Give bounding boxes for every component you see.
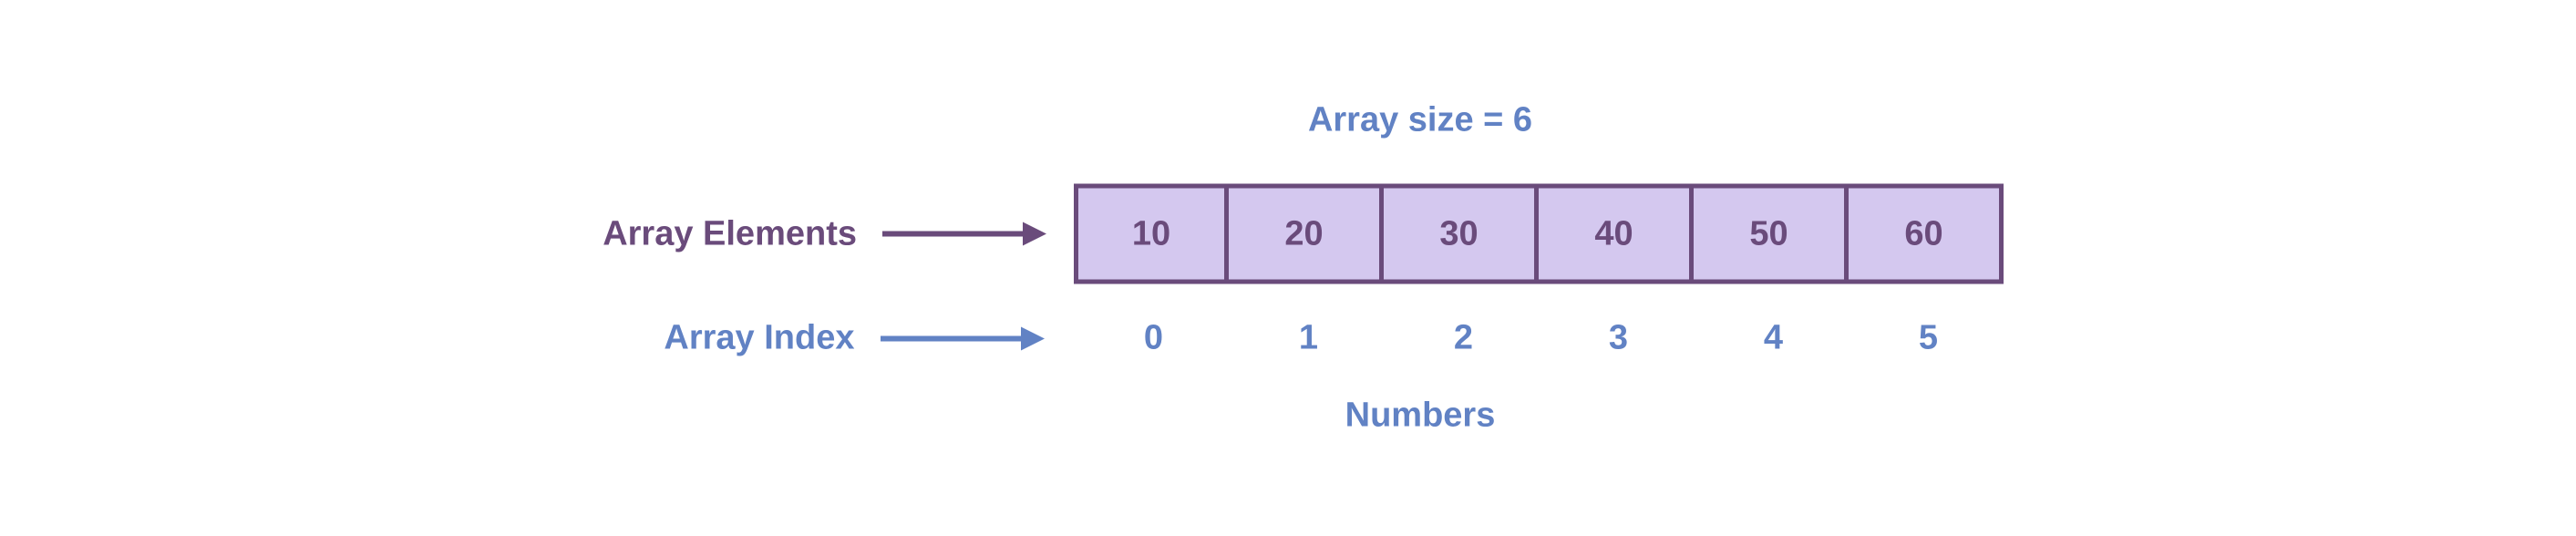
elements-label-block: Array Elements <box>572 214 1046 253</box>
array-diagram: Array size = 6 Array Elements 1020304050… <box>0 101 2576 436</box>
array-index-cell: 2 <box>1386 319 1541 358</box>
array-index-cell: 5 <box>1851 319 2006 358</box>
array-size-title: Array size = 6 <box>132 101 2576 140</box>
index-row: Array Index 012345 <box>0 319 2576 358</box>
array-index-cell: 1 <box>1231 319 1386 358</box>
array-index-cell: 3 <box>1541 319 1696 358</box>
array-index-cell: 4 <box>1696 319 1851 358</box>
arrow-right-icon <box>881 320 1045 356</box>
numbers-label: Numbers <box>132 397 2576 436</box>
array-cell: 10 <box>1074 184 1229 284</box>
array-index-cell: 0 <box>1077 319 1231 358</box>
array-elements-label: Array Elements <box>603 214 857 253</box>
array-indices: 012345 <box>1072 319 2006 358</box>
array-cell: 60 <box>1849 184 2004 284</box>
elements-row: Array Elements 102030405060 <box>0 184 2576 284</box>
arrow-right-icon <box>882 216 1046 253</box>
array-cell: 20 <box>1229 184 1384 284</box>
array-cell: 40 <box>1539 184 1694 284</box>
index-label-block: Array Index <box>571 319 1045 358</box>
array-cell: 50 <box>1694 184 1849 284</box>
array-cell: 30 <box>1384 184 1539 284</box>
array-index-label: Array Index <box>664 319 854 358</box>
array-cells: 102030405060 <box>1074 184 2004 284</box>
